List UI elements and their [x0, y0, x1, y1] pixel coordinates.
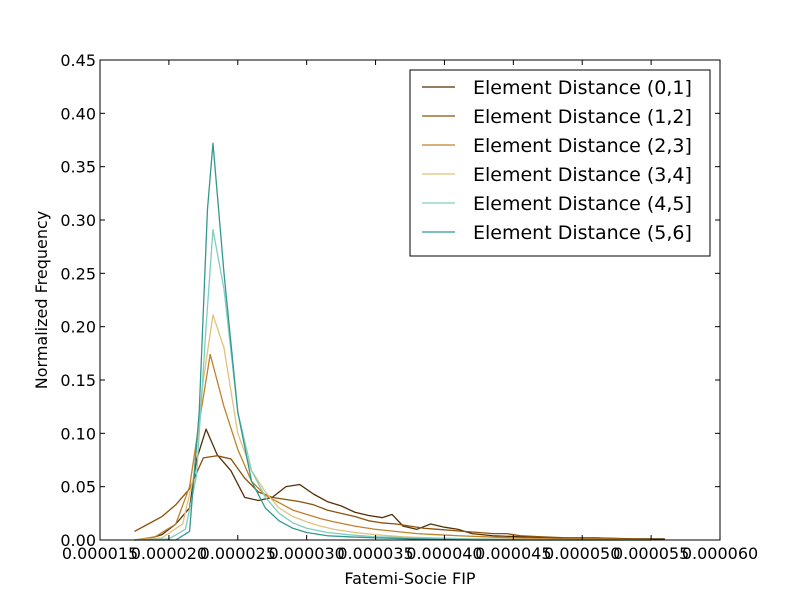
y-tick-label: 0.45: [60, 51, 96, 70]
legend-label-5: Element Distance (4,5]: [473, 193, 692, 215]
y-tick-label: 0.25: [60, 264, 96, 283]
y-axis-label: Normalized Frequency: [32, 211, 51, 389]
plot-frame: [99, 59, 721, 541]
x-tick-label: 0.000040: [406, 544, 482, 563]
x-tick-label: 0.000045: [475, 544, 551, 563]
y-tick-label: 0.35: [60, 158, 96, 177]
y-tick-label: 0.10: [60, 424, 96, 443]
ticks-layer: 0.0000150.0000200.0000250.0000300.000035…: [60, 51, 758, 563]
legend-label-1: Element Distance (0,1]: [473, 77, 692, 99]
x-tick-label: 0.000050: [544, 544, 620, 563]
legend: Element Distance (0,1] Element Distance (…: [409, 69, 711, 257]
legend-label-2: Element Distance (1,2]: [473, 106, 692, 128]
legend-label-3: Element Distance (2,3]: [473, 135, 692, 157]
x-tick-label: 0.000025: [200, 544, 276, 563]
x-axis-label: Fatemi-Socie FIP: [344, 569, 476, 588]
x-tick-label: 0.000035: [337, 544, 413, 563]
legend-box: [409, 69, 711, 257]
series-layer: [134, 142, 665, 541]
series-line-2: [134, 455, 652, 540]
y-tick-label: 0.30: [60, 211, 96, 230]
series-line-6: [134, 142, 652, 541]
legend-label-6: Element Distance (5,6]: [473, 222, 692, 244]
legend-label-4: Element Distance (3,4]: [473, 164, 692, 186]
x-tick-label: 0.000030: [268, 544, 344, 563]
y-tick-label: 0.05: [60, 478, 96, 497]
x-tick-label: 0.000055: [613, 544, 689, 563]
x-tick-label: 0.000020: [131, 544, 207, 563]
y-tick-label: 0.40: [60, 104, 96, 123]
y-tick-label: 0.15: [60, 371, 96, 390]
series-line-1: [134, 428, 665, 541]
x-tick-label: 0.000015: [62, 544, 138, 563]
series-line-5: [134, 228, 652, 541]
x-tick-label: 0.000060: [682, 544, 758, 563]
y-tick-label: 0.20: [60, 318, 96, 337]
y-tick-label: 0.00: [60, 531, 96, 550]
